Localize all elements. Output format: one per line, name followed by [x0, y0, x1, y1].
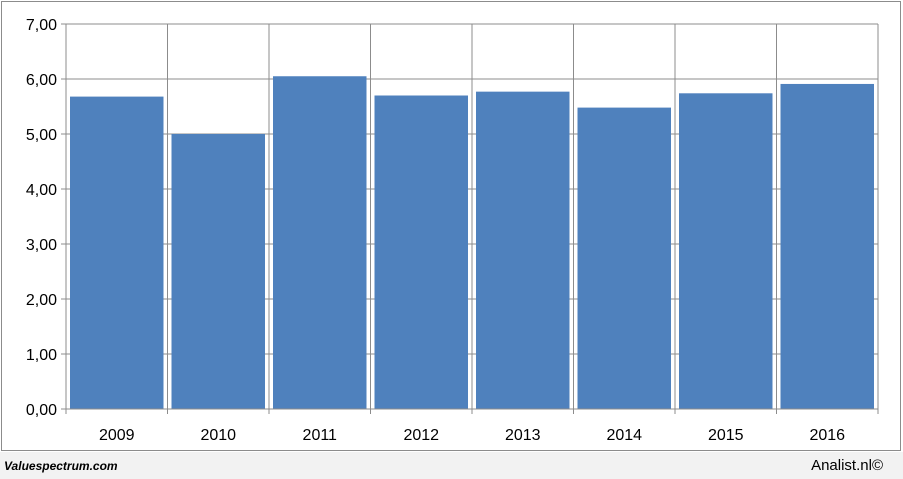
bar-chart: 0,00 1,00 2,00 3,00 4,00 5,00 6,00 7,00 2009 2010… — [26, 17, 879, 444]
x-tick-label: 2016 — [809, 427, 845, 444]
bar-2009 — [70, 96, 164, 409]
x-tick-label: 2009 — [99, 427, 135, 444]
x-tick-label: 2012 — [403, 427, 439, 444]
y-tick-label: 4,00 — [26, 182, 57, 199]
x-tick-label: 2014 — [606, 427, 642, 444]
y-tick-label: 0,00 — [26, 402, 57, 419]
bar-2012 — [374, 95, 468, 409]
y-tick-label: 3,00 — [26, 237, 57, 254]
x-tick-label: 2011 — [303, 427, 338, 444]
y-tick-label: 5,00 — [26, 127, 57, 144]
footer-bar: Valuespectrum.com Analist.nl© — [0, 452, 903, 479]
bar-2011 — [273, 76, 367, 409]
bar-2013 — [476, 91, 570, 410]
source-label: Valuespectrum.com — [4, 459, 118, 473]
bar-2014 — [577, 107, 671, 409]
y-tick-label: 6,00 — [26, 72, 57, 89]
credit-label: Analist.nl© — [811, 457, 883, 474]
y-tick-label: 7,00 — [26, 17, 57, 34]
bar-2016 — [780, 83, 874, 409]
bar-2015 — [679, 93, 773, 410]
x-tick-label: 2013 — [505, 427, 541, 444]
y-tick-label: 2,00 — [26, 292, 57, 309]
bar-2010 — [171, 134, 265, 409]
x-tick-label: 2010 — [200, 427, 236, 444]
x-tick-label: 2015 — [708, 427, 744, 444]
y-tick-label: 1,00 — [26, 347, 57, 364]
